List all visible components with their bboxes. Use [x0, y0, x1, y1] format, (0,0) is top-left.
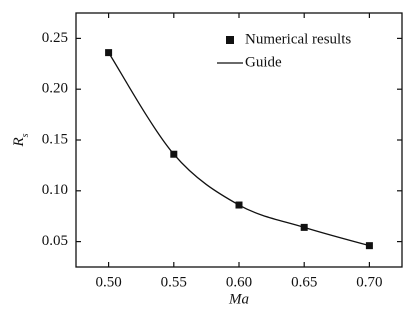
data-point-marker: [365, 242, 373, 250]
y-tick-label: 0.20: [42, 81, 68, 97]
x-tick-label: 0.60: [226, 274, 252, 290]
y-axis-title-main: R: [11, 137, 27, 147]
x-tick-label: 0.70: [356, 274, 382, 290]
y-axis-ticks: 0.05 0.10 0.15 0.20 0.25: [42, 30, 402, 249]
svg-text:Rs: Rs: [11, 133, 30, 147]
legend-marker-square: [226, 36, 234, 44]
plot-frame: [75, 12, 403, 268]
legend-label-guide: Guide: [245, 54, 282, 70]
numerical-results-markers: [105, 49, 373, 250]
data-point-marker: [235, 201, 243, 209]
guide-line: [108, 52, 370, 247]
y-axis-title: Rs: [11, 133, 30, 147]
data-point-marker: [105, 49, 113, 57]
x-tick-label: 0.65: [291, 274, 317, 290]
legend: Numerical results Guide: [217, 31, 351, 70]
x-axis-title: Ma: [228, 291, 249, 307]
guide-line-group: [108, 52, 370, 247]
legend-label-numerical-results: Numerical results: [245, 31, 351, 47]
y-tick-label: 0.05: [42, 233, 68, 249]
x-tick-label: 0.50: [95, 274, 121, 290]
x-axis-ticks: 0.50 0.55 0.60 0.65 0.70: [95, 13, 383, 290]
y-tick-label: 0.10: [42, 182, 68, 198]
y-tick-label: 0.15: [42, 131, 68, 147]
x-tick-label: 0.55: [161, 274, 187, 290]
y-tick-label: 0.25: [42, 30, 68, 46]
y-axis-title-subscript: s: [20, 133, 31, 137]
data-point-marker: [300, 223, 308, 231]
data-point-marker: [170, 150, 178, 158]
